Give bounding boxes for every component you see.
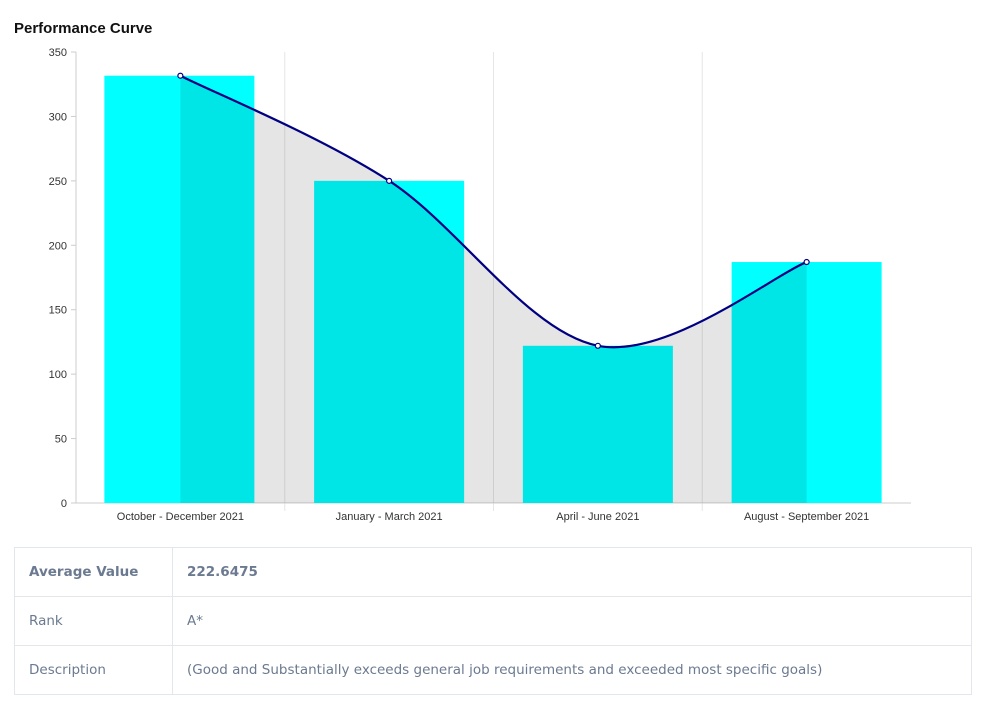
rank-value: A* xyxy=(172,596,972,646)
curve-area xyxy=(180,75,807,504)
x-tick-label: October - December 2021 xyxy=(117,511,244,523)
x-tick-label: August - September 2021 xyxy=(744,511,869,523)
y-tick-label: 250 xyxy=(49,176,67,188)
y-tick-label: 300 xyxy=(49,111,67,123)
description-value: (Good and Substantially exceeds general … xyxy=(172,645,972,695)
y-tick-label: 0 xyxy=(61,498,67,510)
y-tick-label: 350 xyxy=(49,47,67,59)
table-row: Description (Good and Substantially exce… xyxy=(14,645,972,695)
x-tick-label: January - March 2021 xyxy=(336,511,443,523)
bar xyxy=(314,180,465,503)
curve-point xyxy=(177,72,184,79)
performance-chart: 0 50 100 150 200 250 300 350 October - December … xyxy=(49,47,911,523)
curve-point xyxy=(803,258,810,266)
average-value-label: Average Value xyxy=(14,547,173,597)
y-tick-label: 200 xyxy=(49,240,67,252)
average-value: 222.6475 xyxy=(172,547,972,597)
y-tick-label: 50 xyxy=(55,434,67,446)
curve-line xyxy=(179,74,808,349)
bar xyxy=(731,262,882,503)
table-row: Rank A* xyxy=(14,596,972,646)
summary-table: Average Value 222.6475 Rank A* Descripti… xyxy=(14,547,972,695)
x-tick-label: April - June 2021 xyxy=(556,511,639,523)
chart-title: Performance Curve xyxy=(14,20,153,37)
curve-point xyxy=(386,177,393,184)
curve-point xyxy=(594,342,601,349)
y-tick-label: 150 xyxy=(49,305,67,317)
table-row: Average Value 222.6475 xyxy=(14,547,972,597)
bar xyxy=(104,75,255,504)
rank-label: Rank xyxy=(14,596,173,646)
description-label: Description xyxy=(14,645,173,695)
y-tick-label: 100 xyxy=(49,369,67,381)
bar xyxy=(522,345,673,503)
